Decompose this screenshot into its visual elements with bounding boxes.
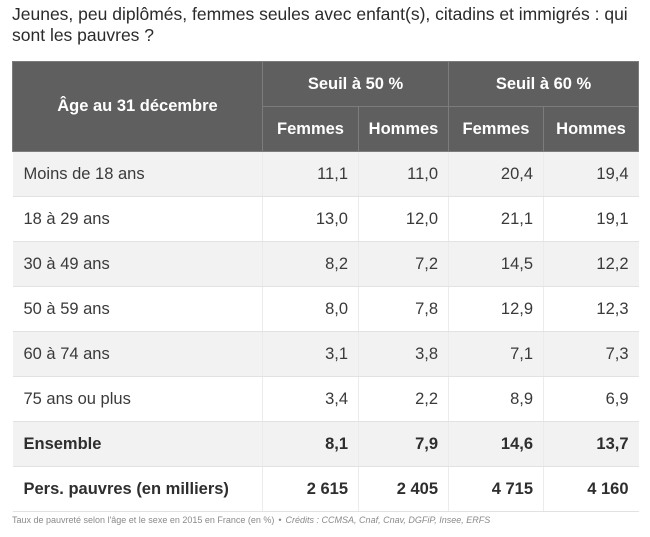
cell-value: 11,1 [262,151,359,197]
row-label: Moins de 18 ans [12,151,263,197]
cell-value: 13,0 [262,196,359,242]
cell-value: 14,5 [448,241,544,287]
header-hommes-60: Hommes [543,106,640,152]
cell-value: 2 615 [262,466,359,512]
cell-value: 2 405 [357,466,449,512]
row-label: 30 à 49 ans [12,241,263,287]
table-row: 75 ans ou plus 3,4 2,2 8,9 6,9 [12,376,639,422]
cell-value: 13,7 [543,421,639,467]
caption-separator: • [278,515,282,525]
header-femmes-60: Femmes [448,106,545,152]
table-row-count: Pers. pauvres (en milliers) 2 615 2 405 … [12,466,639,512]
table-row: Moins de 18 ans 11,1 11,0 20,4 19,4 [12,151,639,197]
cell-value: 8,9 [448,376,544,422]
cell-value: 19,1 [543,196,639,242]
cell-value: 7,1 [448,331,544,377]
cell-value: 12,0 [357,196,449,242]
row-label: Ensemble [12,421,263,467]
cell-value: 21,1 [448,196,544,242]
cell-value: 20,4 [448,151,544,197]
header-group-60: Seuil à 60 % [448,61,640,107]
table-header: Âge au 31 décembre Seuil à 50 % Seuil à … [12,61,640,152]
row-label: Pers. pauvres (en milliers) [12,466,263,512]
table-row: 18 à 29 ans 13,0 12,0 21,1 19,1 [12,196,639,242]
table-row: 60 à 74 ans 3,1 3,8 7,1 7,3 [12,331,639,377]
cell-value: 4 715 [448,466,544,512]
table-row: 30 à 49 ans 8,2 7,2 14,5 12,2 [12,241,639,287]
cell-value: 4 160 [543,466,639,512]
row-label: 60 à 74 ans [12,331,263,377]
cell-value: 3,1 [262,331,359,377]
cell-value: 11,0 [357,151,449,197]
cell-value: 3,4 [262,376,359,422]
page-title: Jeunes, peu diplômés, femmes seules avec… [12,4,628,45]
cell-value: 8,2 [262,241,359,287]
cell-value: 14,6 [448,421,544,467]
cell-value: 7,8 [357,286,449,332]
header-age: Âge au 31 décembre [12,61,263,152]
table-row: 50 à 59 ans 8,0 7,8 12,9 12,3 [12,286,639,332]
poverty-table: Âge au 31 décembre Seuil à 50 % Seuil à … [12,61,640,512]
cell-value: 12,9 [448,286,544,332]
caption-line: Taux de pauvreté selon l'âge et le sexe … [12,515,638,525]
cell-value: 7,3 [543,331,639,377]
row-label: 50 à 59 ans [12,286,263,332]
cell-value: 12,3 [543,286,639,332]
row-label: 75 ans ou plus [12,376,263,422]
header-hommes-50: Hommes [357,106,450,152]
table-row-total: Ensemble 8,1 7,9 14,6 13,7 [12,421,639,467]
cell-value: 8,0 [262,286,359,332]
header-group-50: Seuil à 50 % [261,61,450,107]
cell-value: 7,9 [357,421,449,467]
cell-value: 3,8 [357,331,449,377]
caption-text: Taux de pauvreté selon l'âge et le sexe … [12,515,275,525]
cell-value: 19,4 [543,151,639,197]
cell-value: 12,2 [543,241,639,287]
row-label: 18 à 29 ans [12,196,263,242]
cell-value: 2,2 [357,376,449,422]
cell-value: 7,2 [357,241,449,287]
cell-value: 8,1 [262,421,359,467]
header-femmes-50: Femmes [262,106,359,152]
credits-text: Crédits : CCMSA, Cnaf, Cnav, DGFiP, Inse… [285,515,491,525]
cell-value: 6,9 [543,376,639,422]
